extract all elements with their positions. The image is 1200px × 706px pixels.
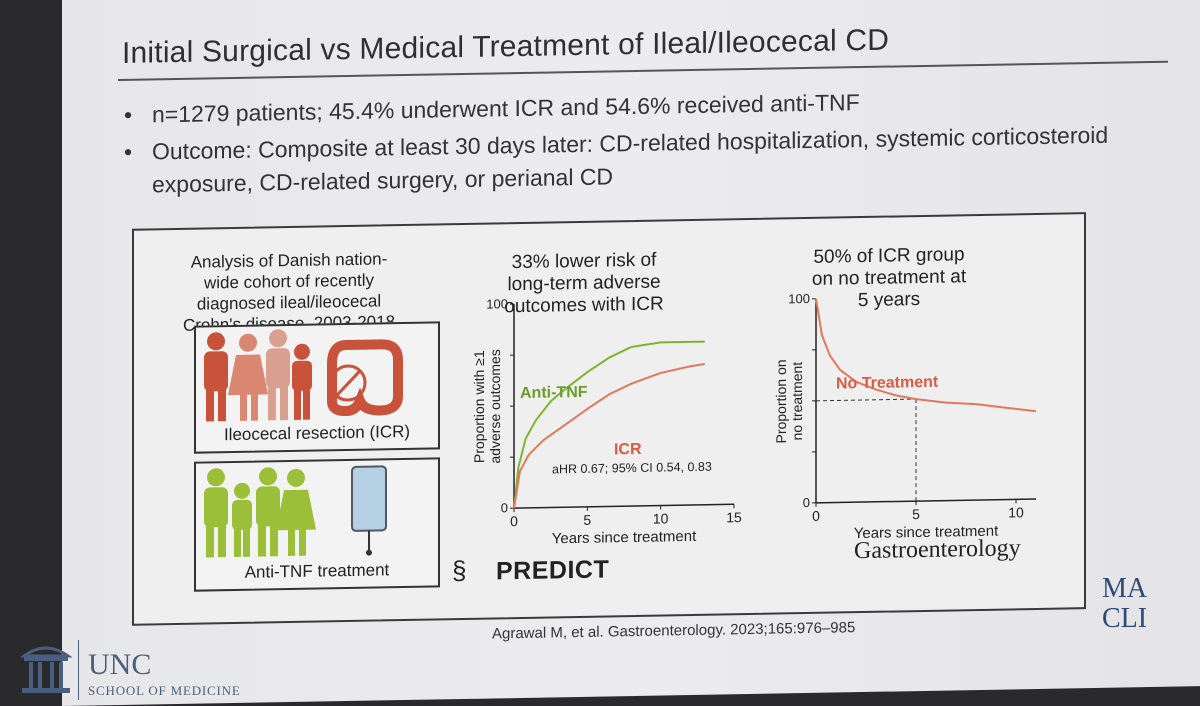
predict-label: PREDICT bbox=[496, 555, 610, 586]
icr-family-icon bbox=[204, 329, 403, 422]
antitnf-panel: Anti-TNF treatment bbox=[194, 457, 440, 592]
series-line-anti-tnf bbox=[513, 340, 705, 509]
antitnf-family-icon bbox=[204, 465, 387, 558]
y-tick-label: 100 bbox=[788, 291, 810, 306]
predict-logo-icon: § bbox=[452, 554, 467, 586]
slide-title: Initial Surgical vs Medical Treatment of… bbox=[122, 23, 890, 70]
y-axis-label-line: adverse outcomes bbox=[487, 349, 503, 464]
chart2-svg: 0 100 0 5 10 Years since treatment Proportion … bbox=[774, 291, 1037, 540]
x-axis bbox=[816, 498, 1036, 504]
mayo-line: CLI bbox=[1102, 603, 1148, 634]
bullet-dot: • bbox=[124, 138, 133, 165]
x-tick-label: 10 bbox=[653, 510, 669, 526]
bullet-list: • n=1279 patients; 45.4% underwent ICR a… bbox=[124, 80, 1184, 206]
unc-divider bbox=[78, 640, 79, 700]
x-axis-label: Years since treatment bbox=[552, 528, 697, 545]
x-tick-label: 0 bbox=[510, 513, 518, 529]
x-axis-label: Years since treatment bbox=[854, 523, 999, 540]
mayo-clinic-logo: MA CLI bbox=[1102, 574, 1147, 634]
y-axis-label: Proportion onno treatment bbox=[774, 359, 805, 444]
reference-line-horizontal bbox=[816, 398, 916, 402]
series-label: No Treatment bbox=[836, 374, 939, 393]
series-label: Anti-TNF bbox=[520, 384, 588, 402]
bullet-dot: • bbox=[124, 101, 133, 128]
slide: Initial Surgical vs Medical Treatment of… bbox=[62, 0, 1200, 706]
x-axis bbox=[514, 503, 734, 509]
citation: Agrawal M, et al. Gastroenterology. 2023… bbox=[492, 619, 856, 643]
y-tick-label: 0 bbox=[803, 495, 810, 510]
bullet-item: • Outcome: Composite at least 30 days la… bbox=[124, 117, 1184, 202]
chart1-svg: 0 100 0 5 10 15 Years since treatment Proportio… bbox=[471, 296, 742, 545]
x-tick-label: 15 bbox=[726, 509, 742, 525]
series-line-no-treatment bbox=[815, 298, 1037, 413]
icr-panel: Ileocecal resection (ICR) bbox=[194, 321, 440, 454]
y-axis-label-line: Proportion with ≥1 bbox=[471, 350, 487, 463]
bullet-text: Outcome: Composite at least 30 days late… bbox=[152, 121, 1109, 198]
figure-box: Analysis of Danish nation- wide cohort o… bbox=[132, 212, 1086, 626]
unc-subtitle: SCHOOL OF MEDICINE bbox=[88, 683, 241, 698]
unc-old-well-icon bbox=[20, 646, 72, 693]
x-tick-label: 5 bbox=[583, 512, 591, 528]
y-axis-label: Proportion with ≥1adverse outcomes bbox=[471, 349, 503, 464]
series-line-icr bbox=[513, 362, 705, 509]
y-tick-label: 100 bbox=[486, 296, 508, 311]
y-axis-label-line: no treatment bbox=[789, 362, 805, 441]
series-label: ICR bbox=[614, 441, 642, 458]
x-tick-label: 0 bbox=[812, 508, 820, 524]
y-axis-label-line: Proportion on bbox=[774, 359, 789, 443]
y-tick-label: 0 bbox=[501, 500, 508, 515]
x-tick-label: 10 bbox=[1008, 504, 1024, 520]
chart-annotation: aHR 0.67; 95% CI 0.54, 0.83 bbox=[552, 460, 712, 477]
unc-name: UNC bbox=[88, 648, 152, 681]
icr-panel-label: Ileocecal resection (ICR) bbox=[223, 421, 411, 445]
journal-name: Gastroenterology bbox=[854, 535, 1021, 565]
mayo-line: MA bbox=[1102, 573, 1148, 604]
x-tick-label: 5 bbox=[912, 506, 920, 522]
antitnf-panel-label: Anti-TNF treatment bbox=[244, 560, 390, 582]
